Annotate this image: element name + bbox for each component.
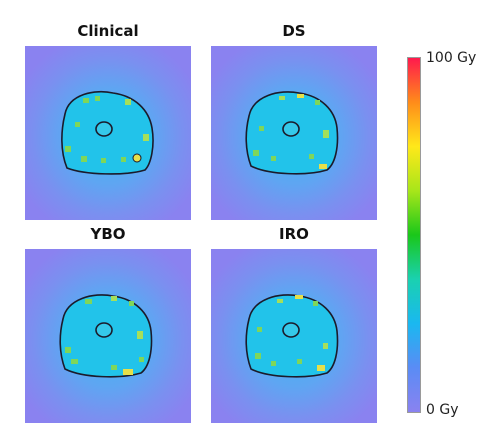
colorbar-min-label: 0 Gy — [426, 402, 459, 418]
dose-map-ds — [211, 46, 377, 220]
organ-contour — [282, 121, 300, 137]
dose-map-iro — [211, 249, 377, 423]
dose-map-ybo — [25, 249, 191, 423]
panel-title-ds: DS — [282, 22, 306, 40]
panel-title-ybo: YBO — [90, 225, 126, 243]
organ-contour — [95, 121, 113, 137]
dose-map-ybo-svg — [25, 249, 191, 423]
hotspots — [65, 296, 144, 375]
dose-map-clinical — [25, 46, 191, 220]
hotspots — [253, 94, 329, 169]
dose-map-clinical-svg — [25, 46, 191, 220]
hotspots — [65, 96, 149, 163]
hotspots — [255, 295, 328, 371]
colorbar — [407, 57, 421, 413]
colorbar-max-label: 100 Gy — [426, 50, 477, 66]
panel-title-clinical: Clinical — [77, 22, 139, 40]
dose-map-ds-svg — [211, 46, 377, 220]
organ-contour — [95, 322, 113, 338]
dose-map-iro-svg — [211, 249, 377, 423]
organ-contour — [282, 322, 300, 338]
panel-title-iro: IRO — [279, 225, 309, 243]
